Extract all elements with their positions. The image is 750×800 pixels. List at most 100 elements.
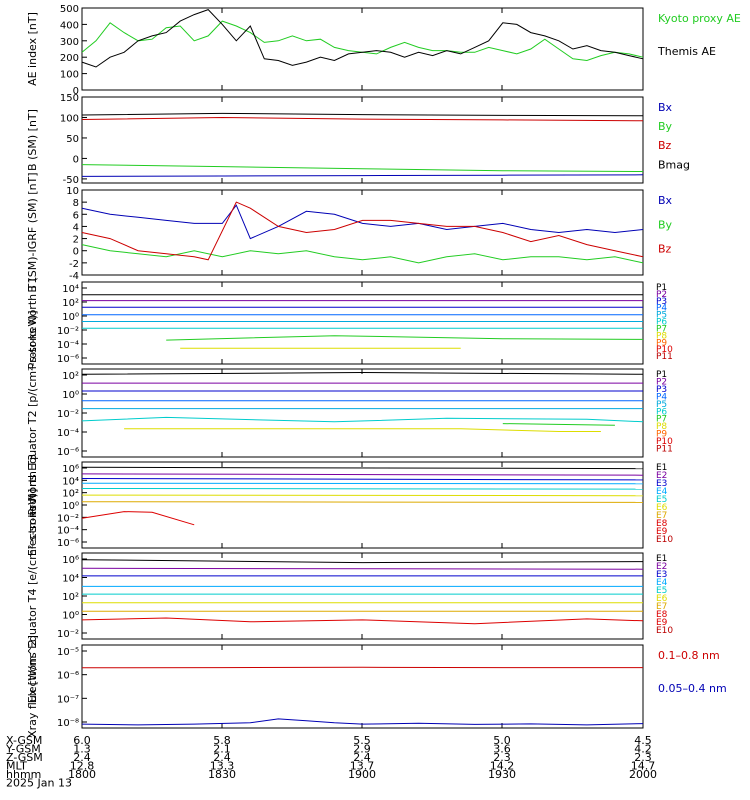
series-line-e2 [81,473,644,476]
series-line-e8 [81,617,644,625]
y-tick-label: 50 [66,134,79,145]
legend-entry: Bx [658,101,673,114]
y-tick-label: 10⁴ [62,284,79,295]
y-axis-label: Protons North T1 [26,277,39,370]
ephemeris-value: 3.6 [493,743,511,756]
legend-entry: E7 [656,602,667,612]
legend-entry: E8 [656,519,668,529]
y-tick-label: 10 [66,186,79,197]
series-line-p8 [124,428,601,432]
ephemeris-value: 14.2 [490,760,515,773]
y-tick-label: 6 [73,210,79,221]
legend-entry: P2 [656,290,667,300]
ephemeris-value: 1930 [488,768,516,781]
series-line-bx [81,204,644,240]
ephemeris-value: 5.5 [353,734,371,747]
y-tick-label: 200 [60,53,79,64]
legend-entry: P9 [656,430,667,440]
ephemeris-row-label: 2025 Jan 13 [6,777,72,790]
series-line-e2 [81,567,644,570]
y-tick-label: 0 [73,86,79,97]
ephemeris-value: 1900 [348,768,376,781]
ephemeris-value: 6.0 [73,734,91,747]
y-tick-label: 10⁰ [62,312,79,323]
legend-entry: By [658,120,673,133]
y-tick-label: 10⁶ [62,555,79,566]
legend-entry: E8 [656,610,668,620]
legend-entry: 0.1–0.8 nm [658,649,720,662]
y-tick-label: 10² [62,371,79,382]
ephemeris-value: 13.3 [210,760,235,773]
legend-entry: 0.05–0.4 nm [658,682,727,695]
y-tick-label: 2 [73,235,79,246]
y-tick-label: 10⁰ [62,390,79,401]
y-tick-label: 10⁻⁶ [57,447,79,458]
legend-entry: E4 [656,487,668,497]
series-line-p7 [502,423,615,426]
series-line-e5 [81,488,644,490]
ephemeris-value: 2.9 [353,743,371,756]
legend-entry: P8 [656,331,667,341]
y-tick-label: 10⁴ [62,476,79,487]
series-line-by [81,164,644,172]
legend-entry: P9 [656,338,667,348]
legend-entry: E1 [656,554,667,564]
y-tick-label: 10⁻² [57,409,79,420]
legend-entry: P10 [656,345,673,355]
ephemeris-value: 2.4 [353,751,371,764]
y-tick-label: 10⁴ [62,574,79,585]
legend-entry: P4 [656,304,667,314]
y-axis-label: AE index [nT] [26,12,39,86]
legend-entry: E9 [656,618,668,628]
ephemeris-value: 2000 [629,768,657,781]
y-tick-label: 10⁻⁶ [57,354,79,365]
legend-entry: Bx [658,194,673,207]
legend-entry: Bmag [658,158,690,171]
series-line-p1 [81,371,644,375]
legend-entry: E3 [656,479,667,489]
ephemeris-value: 2.3 [634,751,652,764]
legend-entry: P5 [656,400,667,410]
legend-entry: Themis AE [657,45,716,58]
y-tick-label: 10² [62,489,79,500]
ephemeris-value: 5.0 [493,734,511,747]
y-tick-label: 0 [73,154,79,165]
y-tick-label: 100 [60,70,79,81]
y-tick-label: 10⁰ [62,501,79,512]
legend-entry: E5 [656,495,667,505]
y-tick-label: 10⁻⁴ [57,428,79,439]
y-tick-label: 500 [60,4,79,15]
y-tick-label: 10⁻⁷ [57,694,79,705]
y-tick-label: 10⁶ [62,464,79,475]
ephemeris-value: 4.5 [634,734,652,747]
series-line-bx [81,174,644,177]
ephemeris-value: 4.2 [634,743,652,756]
y-tick-label: 10⁻⁵ [57,647,79,658]
legend-entry: E9 [656,527,668,537]
ephemeris-value: 1.3 [73,743,91,756]
y-axis-label: B (SM) [nT] [26,109,39,171]
legend-entry: P3 [656,385,667,395]
series-line-0-1-0-8-nm [81,666,643,669]
legend-entry: E6 [656,503,668,513]
y-tick-label: 10⁻² [57,629,79,640]
panel-frame [81,644,644,729]
series-line-themis-ae [81,9,644,68]
series-line-e4 [81,482,644,485]
ephemeris-value: 2.3 [493,751,511,764]
legend-entry: P11 [656,445,673,455]
legend-entry: E4 [656,578,668,588]
ephemeris-row-label: Y-GSM [5,743,41,756]
y-axis-label: Electrons Equator T4 [e/(cm²-s-sr-keV)] [26,489,39,704]
panel-1: 0 100 200 300 400 500 AE index [nT] Kyoto proxy… [26,4,741,97]
legend-entry: E2 [656,562,667,572]
ephemeris-value: 2.1 [213,743,231,756]
panel-frame [81,552,644,640]
legend-entry: E6 [656,594,668,604]
ephemeris-row-label: MLT [6,760,27,773]
y-tick-label: 10⁻² [57,326,79,337]
